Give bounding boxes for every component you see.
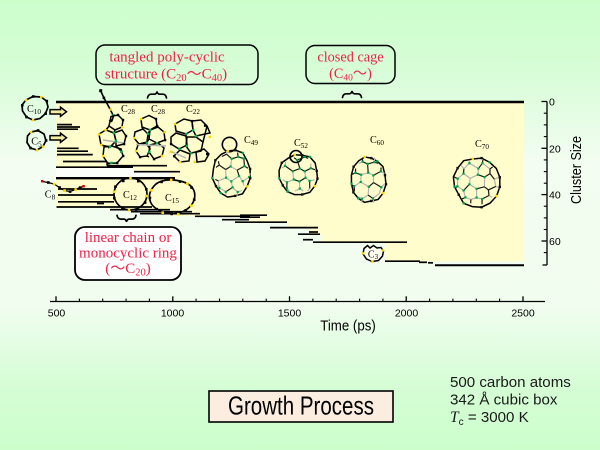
svg-text:linear chain or: linear chain or bbox=[85, 230, 172, 246]
svg-text:Time (ps): Time (ps) bbox=[320, 319, 376, 335]
svg-text:1500: 1500 bbox=[278, 308, 302, 320]
svg-text:500: 500 bbox=[48, 308, 66, 320]
svg-text:closed cage: closed cage bbox=[317, 50, 383, 66]
svg-text:C5: C5 bbox=[31, 137, 42, 149]
svg-text:2500: 2500 bbox=[511, 308, 535, 320]
svg-text:C3: C3 bbox=[368, 250, 379, 262]
svg-text:C8: C8 bbox=[45, 190, 56, 202]
svg-text:structure (C20〜C40): structure (C20〜C40) bbox=[105, 67, 227, 85]
svg-text:500 carbon atoms: 500 carbon atoms bbox=[450, 374, 571, 391]
svg-text:2000: 2000 bbox=[395, 308, 419, 320]
svg-text:40: 40 bbox=[549, 190, 561, 202]
svg-text:1000: 1000 bbox=[161, 308, 185, 320]
svg-text:Growth Process: Growth Process bbox=[228, 391, 374, 421]
svg-text:342 Å cubic box: 342 Å cubic box bbox=[450, 392, 558, 409]
svg-text:Tc = 3000 K: Tc = 3000 K bbox=[450, 409, 529, 428]
svg-text:0: 0 bbox=[549, 97, 555, 109]
svg-text:60: 60 bbox=[549, 236, 561, 248]
svg-text:20: 20 bbox=[549, 143, 561, 155]
svg-text:monocyclic ring: monocyclic ring bbox=[79, 246, 177, 262]
svg-text:Cluster Size: Cluster Size bbox=[569, 136, 585, 204]
svg-text:tangled poly-cyclic: tangled poly-cyclic bbox=[109, 50, 225, 66]
svg-text:(C40〜): (C40〜) bbox=[329, 66, 372, 84]
